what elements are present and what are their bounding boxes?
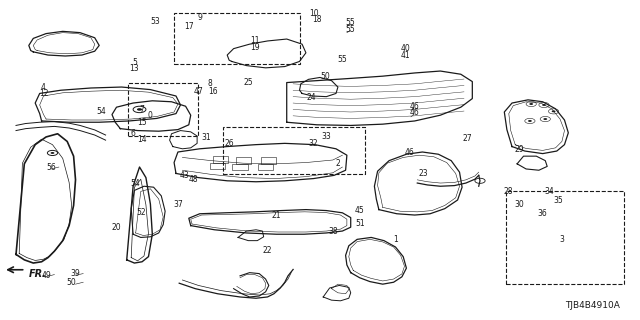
Text: 18: 18	[313, 15, 322, 24]
Text: 11: 11	[250, 36, 259, 45]
Text: 51: 51	[355, 219, 365, 228]
Text: 27: 27	[462, 134, 472, 143]
Text: 50: 50	[67, 278, 77, 287]
Text: 15: 15	[137, 118, 147, 127]
Text: 12: 12	[39, 89, 48, 98]
Circle shape	[543, 118, 547, 120]
Circle shape	[528, 120, 532, 122]
Text: 8: 8	[207, 79, 212, 88]
Bar	[258, 164, 273, 170]
Text: 4: 4	[41, 83, 46, 92]
Text: 50: 50	[320, 72, 330, 81]
Text: 16: 16	[208, 87, 218, 96]
Text: 48: 48	[188, 175, 198, 184]
Bar	[232, 164, 248, 170]
Bar	[261, 157, 276, 164]
Text: 33: 33	[321, 132, 332, 141]
Bar	[210, 163, 225, 169]
Text: 53: 53	[150, 17, 160, 26]
Text: 37: 37	[173, 200, 183, 209]
Text: 25: 25	[243, 78, 253, 87]
Text: 26: 26	[224, 139, 234, 148]
Text: 22: 22	[263, 246, 272, 255]
Circle shape	[51, 152, 54, 154]
Bar	[223, 127, 365, 174]
Bar	[506, 191, 624, 284]
Text: 6: 6	[131, 129, 136, 138]
Circle shape	[529, 103, 533, 105]
Bar	[128, 83, 198, 136]
Text: 34: 34	[544, 187, 554, 196]
Circle shape	[552, 110, 556, 112]
Text: 46: 46	[409, 102, 419, 111]
Text: 46: 46	[409, 108, 419, 117]
Text: 55: 55	[346, 18, 356, 27]
Text: 56: 56	[46, 163, 56, 172]
Text: 0: 0	[148, 111, 153, 120]
Text: 10: 10	[308, 9, 319, 18]
Text: 32: 32	[308, 139, 319, 148]
Text: 46: 46	[404, 148, 415, 157]
Text: 36: 36	[538, 209, 548, 218]
Text: FR.: FR.	[29, 268, 47, 279]
Text: 24: 24	[306, 93, 316, 102]
Text: 3: 3	[559, 235, 564, 244]
Text: 49: 49	[41, 271, 51, 280]
Text: 30: 30	[515, 200, 525, 209]
Text: 14: 14	[137, 135, 147, 144]
Text: 41: 41	[401, 51, 411, 60]
Text: 23: 23	[419, 169, 429, 178]
Text: 40: 40	[401, 44, 411, 53]
Text: 28: 28	[504, 187, 513, 196]
Bar	[236, 157, 251, 164]
Text: 29: 29	[515, 145, 525, 154]
Text: 1: 1	[393, 235, 398, 244]
Text: 17: 17	[184, 22, 194, 31]
Bar	[213, 156, 228, 163]
Text: 55: 55	[346, 25, 356, 34]
Text: 54: 54	[96, 107, 106, 116]
Text: 43: 43	[179, 171, 189, 180]
Text: 20: 20	[111, 223, 122, 232]
Circle shape	[137, 108, 142, 111]
Text: 31: 31	[201, 133, 211, 142]
Text: 13: 13	[129, 64, 140, 73]
Text: 38: 38	[328, 227, 338, 236]
Text: 52: 52	[136, 208, 146, 217]
Text: 5: 5	[132, 58, 137, 67]
Circle shape	[542, 104, 546, 106]
Text: 2: 2	[335, 159, 340, 168]
Text: 55: 55	[337, 55, 348, 64]
Bar	[174, 13, 300, 64]
Text: 35: 35	[553, 196, 563, 205]
Text: TJB4B4910A: TJB4B4910A	[564, 301, 620, 310]
Text: 19: 19	[250, 43, 260, 52]
Text: 45: 45	[355, 206, 365, 215]
Text: 9: 9	[198, 13, 203, 22]
Text: 54: 54	[131, 179, 141, 188]
Text: 21: 21	[272, 211, 281, 220]
Text: 47: 47	[193, 87, 204, 96]
Text: 7: 7	[140, 105, 145, 114]
Text: 39: 39	[70, 269, 81, 278]
